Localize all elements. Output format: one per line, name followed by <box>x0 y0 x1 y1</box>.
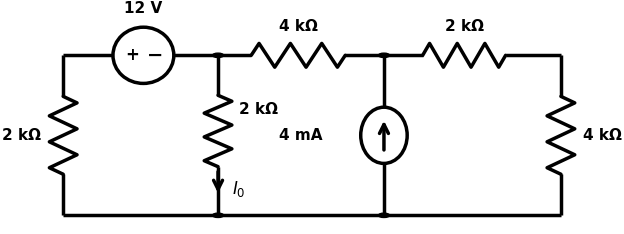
Circle shape <box>378 53 389 58</box>
Circle shape <box>213 213 223 217</box>
Text: 4 mA: 4 mA <box>278 128 322 143</box>
Text: −: − <box>147 46 163 65</box>
Text: 4 kΩ: 4 kΩ <box>279 19 318 34</box>
Text: 2 kΩ: 2 kΩ <box>445 19 484 34</box>
Circle shape <box>378 213 389 217</box>
Text: $I_0$: $I_0$ <box>232 179 245 199</box>
Circle shape <box>213 53 223 58</box>
Text: 12 V: 12 V <box>124 1 162 16</box>
Text: +: + <box>125 46 139 64</box>
Text: 2 kΩ: 2 kΩ <box>2 128 41 143</box>
Text: 2 kΩ: 2 kΩ <box>239 102 278 117</box>
Text: 4 kΩ: 4 kΩ <box>583 128 622 143</box>
